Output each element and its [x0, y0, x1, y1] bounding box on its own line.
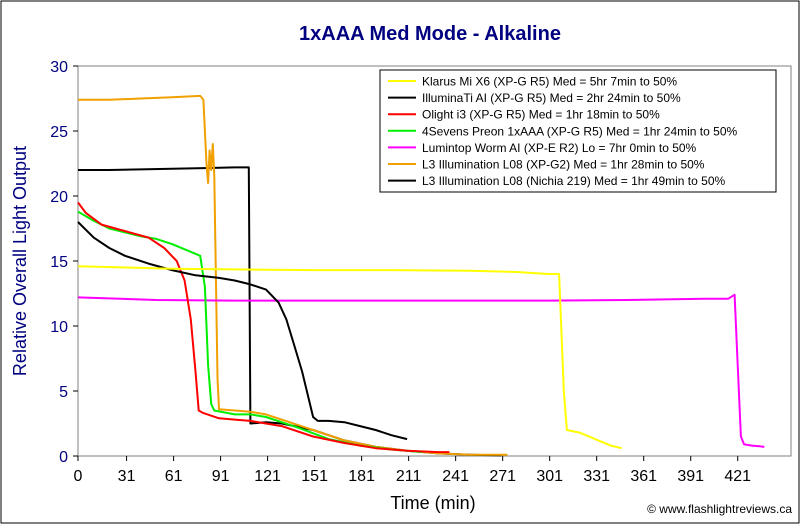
series-layer — [77, 94, 765, 457]
x-tick-label: 91 — [212, 468, 230, 485]
y-tick-label: 0 — [59, 449, 68, 466]
x-tick-label: 211 — [396, 468, 422, 485]
credit-text: © www.flashlightreviews.ca — [647, 502, 792, 516]
x-tick-label: 31 — [118, 468, 136, 485]
x-tick-label: 181 — [348, 468, 375, 485]
x-tick-label: 301 — [536, 468, 563, 485]
x-tick-label: 331 — [583, 468, 610, 485]
x-tick-label: 0 — [74, 468, 83, 485]
chart-title: 1xAAA Med Mode - Alkaline — [299, 23, 561, 45]
y-tick-label: 5 — [59, 384, 68, 401]
series-line-1 — [77, 221, 408, 441]
series-line-3 — [77, 210, 423, 454]
axis-layer: 0 5 10 15 20 25 30 0 31 61 91 121 151 181 211 241 271 301… — [50, 59, 751, 485]
y-tick-label: 30 — [50, 59, 68, 76]
x-tick-label: 421 — [724, 468, 751, 485]
legend: Klarus Mi X6 (XP-G R5) Med = 5hr 7min to… — [379, 69, 777, 193]
x-tick-label: 271 — [489, 468, 516, 485]
y-tick-label: 10 — [50, 319, 68, 336]
legend-label-3: 4Sevens Preon 1xAAA (XP-G R5) Med = 1hr … — [422, 124, 737, 138]
x-tick-label: 241 — [442, 468, 469, 485]
series-line-4 — [77, 293, 765, 448]
legend-label-4: Lumintop Worm AI (XP-E R2) Lo = 7hr 0min… — [422, 141, 697, 155]
legend-label-6: L3 Illumination L08 (Nichia 219) Med = 1… — [422, 174, 726, 188]
legend-label-0: Klarus Mi X6 (XP-G R5) Med = 5hr 7min to… — [422, 75, 677, 89]
y-axis-label: Relative Overall Light Output — [10, 146, 30, 376]
legend-label-1: IlluminaTi AI (XP-G R5) Med = 2hr 24min … — [422, 91, 681, 105]
y-tick-label: 20 — [50, 189, 68, 206]
x-tick-label: 361 — [630, 468, 657, 485]
legend-items: Klarus Mi X6 (XP-G R5) Med = 5hr 7min to… — [388, 75, 737, 188]
y-tick-label: 25 — [50, 124, 68, 141]
series-line-0 — [77, 265, 623, 450]
legend-label-2: Olight i3 (XP-G R5) Med = 1hr 18min to 5… — [422, 108, 660, 122]
y-tick-label: 15 — [50, 254, 68, 271]
series-line-2 — [77, 201, 450, 454]
legend-box — [379, 69, 777, 193]
x-tick-label: 391 — [677, 468, 704, 485]
x-tick-label: 121 — [254, 468, 281, 485]
legend-label-5: L3 Illumination L08 (XP-G2) Med = 1hr 28… — [422, 158, 705, 172]
x-tick-label: 61 — [165, 468, 183, 485]
x-tick-label: 151 — [301, 468, 328, 485]
x-axis-label: Time (min) — [390, 493, 475, 513]
